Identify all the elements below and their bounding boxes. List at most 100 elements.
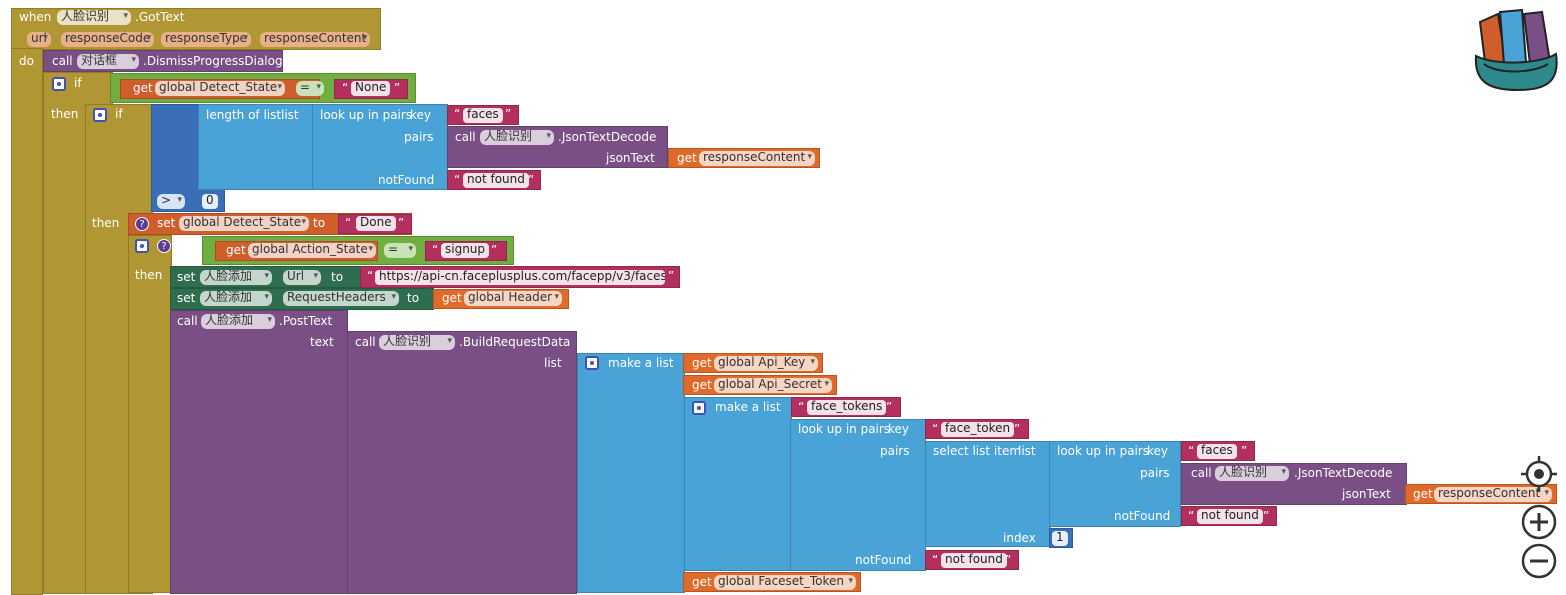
set-label: set — [177, 270, 196, 284]
do-label: do — [19, 54, 34, 68]
zero-number-field[interactable]: 0 — [202, 194, 218, 209]
post-method-label: .PostText — [279, 314, 333, 328]
event-component-dropdown[interactable]: 人脸识别 — [57, 10, 131, 25]
set-detect-state-dropdown[interactable]: global Detect_State — [179, 216, 309, 231]
param-responsecode[interactable]: responseCode — [61, 32, 155, 47]
backpack-icon[interactable] — [1470, 4, 1562, 92]
greater-than-dropdown[interactable]: > — [157, 194, 185, 209]
quote-close-icon: ” — [491, 243, 498, 257]
json-decode2-method-label: .JsonTextDecode — [1294, 466, 1393, 480]
quote-open-icon: “ — [798, 400, 805, 414]
make-list-label: make a list — [608, 356, 674, 370]
lookup-pairs-block-1[interactable] — [312, 104, 448, 190]
set-headers-component-dropdown[interactable]: 人脸添加 — [200, 291, 272, 306]
quote-open-icon: “ — [367, 269, 374, 283]
json-decode2-component-dropdown[interactable]: 人脸识别 — [1215, 466, 1289, 481]
face-token-text-field[interactable]: face_token — [941, 422, 1015, 437]
response-content-dropdown-1[interactable]: responseContent — [699, 151, 815, 166]
select-list-item-block[interactable] — [925, 441, 1051, 547]
if1-label: if — [74, 76, 82, 90]
quote-open-icon: “ — [932, 553, 939, 567]
quote-open-icon: “ — [454, 107, 461, 121]
then1-label: then — [51, 107, 79, 121]
json-decode-block-2[interactable] — [1181, 463, 1407, 505]
param-responsecontent[interactable]: responseContent — [260, 32, 371, 47]
index-number-field[interactable]: 1 — [1052, 531, 1068, 546]
make-list-block[interactable] — [577, 353, 685, 593]
post-text-block[interactable] — [170, 310, 348, 594]
faces-text-field-1[interactable]: faces — [463, 108, 503, 123]
event-do-rail — [11, 48, 43, 595]
lookup1-notfound-label: notFound — [378, 173, 435, 187]
build-method-label: .BuildRequestData — [459, 335, 571, 349]
lookup-pairs-block-2[interactable] — [790, 419, 926, 571]
header-var-dropdown[interactable]: global Header — [464, 291, 562, 306]
equals-operator-dropdown[interactable]: = — [384, 243, 416, 258]
not-found-text-field-1[interactable]: not found — [463, 173, 529, 188]
event-name-label: .GotText — [135, 10, 185, 24]
none-text-field[interactable]: None — [351, 81, 391, 96]
face-tokens-text-field[interactable]: face_tokens — [807, 400, 887, 415]
set-label: set — [157, 216, 176, 230]
dismiss-component-dropdown[interactable]: 对话框 — [77, 54, 139, 69]
quote-close-icon: ” — [1263, 509, 1270, 523]
lookup-pairs-block-3[interactable] — [1049, 441, 1181, 527]
help-icon[interactable]: ? — [157, 239, 171, 253]
get-label: get — [442, 291, 462, 305]
zoom-out-icon[interactable] — [1521, 543, 1557, 579]
set-url-component-dropdown[interactable]: 人脸添加 — [200, 270, 272, 285]
zoom-in-icon[interactable] — [1521, 504, 1557, 540]
api-key-dropdown[interactable]: global Api_Key — [714, 356, 818, 371]
help-icon[interactable]: ? — [135, 217, 149, 231]
if3-mutator-icon[interactable] — [135, 239, 149, 253]
api-secret-dropdown[interactable]: global Api_Secret — [714, 378, 832, 393]
lookup2-label: look up in pairs — [798, 422, 891, 436]
action-state-dropdown[interactable]: global Action_State — [248, 243, 376, 258]
set-headers-prop-dropdown[interactable]: RequestHeaders — [283, 291, 399, 306]
json-decode-block-1[interactable] — [447, 126, 668, 168]
post-call-label: call — [177, 314, 198, 328]
build-component-dropdown[interactable]: 人脸识别 — [379, 335, 455, 350]
signup-text-field[interactable]: signup — [441, 243, 490, 258]
lookup3-pairs-label: pairs — [1140, 466, 1170, 480]
json-decode2-call-label: call — [1191, 466, 1212, 480]
make-list-mutator-icon[interactable] — [585, 356, 599, 370]
param-responsetype[interactable]: responseType — [161, 32, 252, 47]
length-of-list-block[interactable] — [198, 104, 314, 190]
post-component-dropdown[interactable]: 人脸添加 — [201, 314, 275, 329]
if3-block[interactable] — [128, 235, 172, 593]
quote-open-icon: “ — [1188, 444, 1195, 458]
quote-close-icon: ” — [668, 269, 675, 283]
if2-mutator-icon[interactable] — [93, 108, 107, 122]
get-label: get — [692, 378, 712, 392]
if3-label: if — [180, 238, 188, 252]
lookup2-notfound-label: notFound — [855, 553, 912, 567]
not-found-text-field-2[interactable]: not found — [941, 553, 1007, 568]
faceset-token-dropdown[interactable]: global Faceset_Token — [714, 575, 856, 590]
lookup1-label: look up in pairs — [320, 108, 413, 122]
set-headers-to-label: to — [407, 291, 420, 305]
quote-open-icon: “ — [932, 422, 939, 436]
set-url-prop-dropdown[interactable]: Url — [283, 270, 321, 285]
equals-operator-dropdown[interactable]: = — [296, 81, 324, 96]
build-request-block[interactable] — [347, 331, 577, 594]
not-found-text-field-3[interactable]: not found — [1197, 509, 1263, 524]
param-url[interactable]: url — [27, 32, 51, 47]
json-decode1-component-dropdown[interactable]: 人脸识别 — [480, 130, 554, 145]
response-content-dropdown-2[interactable]: responseContent — [1434, 487, 1552, 502]
detect-state-dropdown[interactable]: global Detect_State — [155, 81, 285, 96]
quote-open-icon: “ — [1188, 509, 1195, 523]
make-list-inner-block[interactable] — [684, 397, 792, 571]
quote-close-icon: ” — [528, 173, 535, 187]
if1-mutator-icon[interactable] — [52, 77, 66, 91]
then2-label: then — [92, 216, 120, 230]
url-text-field[interactable]: https://api-cn.faceplusplus.com/facepp/v… — [375, 270, 665, 285]
crosshair-icon[interactable] — [1521, 456, 1557, 492]
get-label: get — [677, 151, 697, 165]
get-label: get — [1413, 487, 1433, 501]
faces-text-field-2[interactable]: faces — [1197, 444, 1237, 459]
make-list-inner-mutator-icon[interactable] — [692, 401, 706, 415]
length-list-socket-label: list — [281, 108, 299, 122]
done-text-field[interactable]: Done — [356, 216, 396, 231]
json-decode1-call-label: call — [455, 130, 476, 144]
